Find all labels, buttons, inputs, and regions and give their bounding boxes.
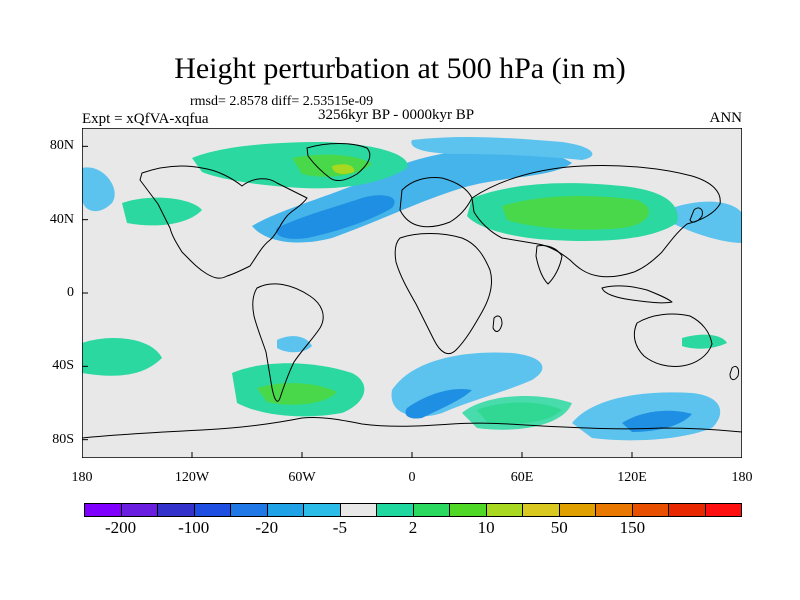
colorbar-box <box>596 504 633 516</box>
colorbar-box <box>377 504 414 516</box>
pos-anomaly-south-america-core <box>257 383 337 405</box>
colorbar-label: -200 <box>104 518 137 537</box>
neg-anomaly-arctic <box>411 136 593 160</box>
colorbar-box <box>85 504 122 516</box>
colorbar-box <box>194 504 231 516</box>
colorbar-box <box>486 504 523 516</box>
coastlines <box>82 143 742 439</box>
map-title: Height perturbation at 500 hPa (in m) <box>174 52 626 85</box>
colorbar-box <box>304 504 341 516</box>
neg-anomaly-atlantic-core <box>276 195 395 239</box>
coast-indonesia <box>601 285 673 304</box>
colorbar-box <box>705 504 741 516</box>
pos-anomaly-south-pacific <box>82 338 162 376</box>
coast-north-america <box>139 165 308 279</box>
coast-asia <box>471 164 721 278</box>
coast-australia <box>633 313 713 367</box>
coast-greenland <box>306 143 371 182</box>
lat-tick-label: 40S <box>52 358 74 374</box>
lat-tick-label: 80S <box>52 431 74 447</box>
lat-tick-label: 0 <box>67 285 74 300</box>
colorbar-label: 50 <box>550 518 568 537</box>
stats-label: rmsd= 2.8578 diff= 2.53515e-09 <box>190 94 374 109</box>
coast-antarctica <box>82 417 742 439</box>
period-label: 3256kyr BP - 0000kyr BP <box>318 107 475 123</box>
lat-tick-label: 80N <box>49 138 74 154</box>
neg-anomaly-southern-australia-core <box>622 410 692 432</box>
map-canvas <box>82 128 742 458</box>
neg-anomaly-southern-africa-core <box>405 388 472 419</box>
lon-tick-label: 120E <box>617 470 647 485</box>
lon-tick-label: 60W <box>288 470 316 485</box>
coast-south-america <box>252 283 324 402</box>
neg-anomaly-npacific <box>82 167 115 212</box>
pos-anomaly-southeast-pacific <box>682 334 727 349</box>
colorbar-box <box>450 504 487 516</box>
lon-tick-label: 180 <box>731 470 753 485</box>
neg-anomaly-sam <box>277 336 312 353</box>
coast-madagascar <box>492 315 503 332</box>
colorbar-label: 2 <box>408 518 418 537</box>
colorbar-box <box>523 504 560 516</box>
axis-ticks <box>82 145 742 458</box>
lon-tick-label: 0 <box>408 470 416 485</box>
colorbar-label: -20 <box>255 518 279 537</box>
anomaly-fields <box>82 136 742 441</box>
colorbar-box <box>669 504 706 516</box>
colorbar-label: -100 <box>178 518 210 537</box>
lat-tick-label: 40N <box>49 211 74 227</box>
colorbar-box <box>413 504 450 516</box>
colorbar-box <box>340 504 377 516</box>
map-plot <box>82 128 742 458</box>
coast-europe <box>399 177 473 228</box>
pos-anomaly-south-of-africa <box>462 395 572 430</box>
coast-africa <box>394 233 493 355</box>
coast-india <box>535 245 563 285</box>
neg-anomaly-npacific-east <box>672 201 742 243</box>
lon-tick-label: 120W <box>174 470 210 485</box>
colorbar <box>84 503 742 517</box>
colorbar-label: -5 <box>332 518 347 537</box>
colorbar-label: 10 <box>477 518 495 537</box>
coast-new-zealand <box>729 365 739 381</box>
colorbar-box <box>267 504 304 516</box>
coast-japan <box>689 207 703 223</box>
lon-tick-label: 180 <box>71 470 93 485</box>
colorbar-box <box>158 504 195 516</box>
pos-anomaly-asia-core <box>502 196 649 230</box>
experiment-label: Expt = xQfVA-xqfua <box>82 111 209 127</box>
colorbar-box <box>231 504 268 516</box>
pos-anomaly-greenland-peak <box>332 164 355 174</box>
lon-tick-label: 60E <box>510 470 534 485</box>
colorbar-box <box>559 504 596 516</box>
colorbar-box <box>632 504 669 516</box>
colorbar-label: 150 <box>619 518 646 537</box>
colorbar-box <box>121 504 158 516</box>
season-label: ANN <box>709 110 743 126</box>
